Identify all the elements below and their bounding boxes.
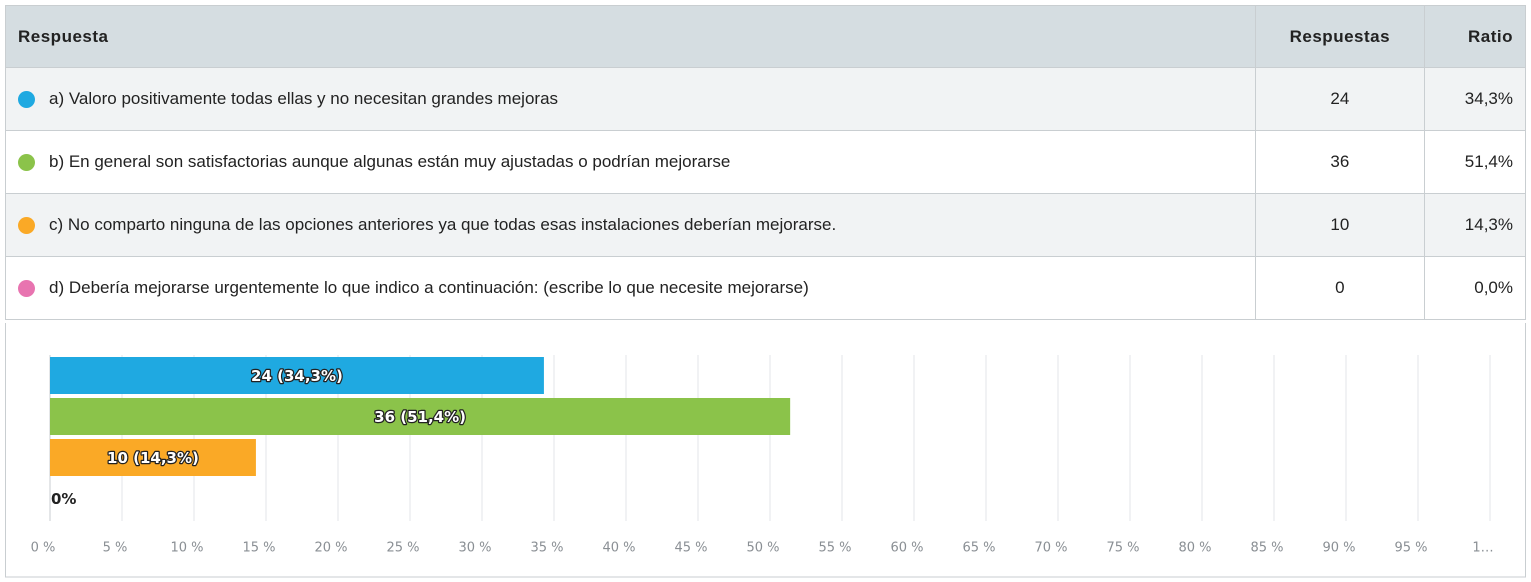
color-dot [18, 216, 35, 234]
color-dot [18, 279, 35, 297]
answer-label: d) Debería mejorarse urgentemente lo que… [49, 278, 809, 297]
bar [50, 439, 256, 476]
x-tick-label: 95 % [1394, 541, 1427, 556]
x-tick-label: 1… [1472, 541, 1493, 556]
header-row: Respuesta Respuestas Ratio [5, 5, 1526, 68]
x-tick-label: 90 % [1322, 541, 1355, 556]
x-tick-label: 70 % [1034, 541, 1067, 556]
table-row: a) Valoro positivamente todas ellas y no… [5, 68, 1526, 131]
bar-label: 24 (34,3%) [251, 367, 343, 385]
ratio-cell: 14,3% [1424, 194, 1525, 256]
x-tick-label: 5 % [103, 541, 128, 556]
x-tick-label: 65 % [962, 541, 995, 556]
bar-label: 0% [51, 490, 76, 508]
x-tick-label: 80 % [1178, 541, 1211, 556]
x-tick-label: 40 % [602, 541, 635, 556]
answer-cell: b) En general son satisfactorias aunque … [6, 131, 1255, 193]
x-tick-label: 0 % [31, 541, 56, 556]
x-tick-label: 30 % [458, 541, 491, 556]
x-tick-label: 20 % [314, 541, 347, 556]
ratio-cell: 51,4% [1424, 131, 1525, 193]
x-tick-label: 75 % [1106, 541, 1139, 556]
bar [50, 398, 791, 435]
x-tick-label: 35 % [530, 541, 563, 556]
answer-cell: d) Debería mejorarse urgentemente lo que… [6, 257, 1255, 319]
header-cell: Respuestas [1254, 6, 1425, 67]
x-tick-label: 60 % [890, 541, 923, 556]
answer-cell: c) No comparto ninguna de las opciones a… [6, 194, 1255, 256]
x-tick-label: 15 % [242, 541, 275, 556]
header-cell: Ratio [1424, 6, 1525, 67]
results-table: Respuesta Respuestas Ratio a) Valoro pos… [5, 5, 1526, 320]
answer-label: a) Valoro positivamente todas ellas y no… [49, 89, 559, 108]
color-dot [18, 90, 35, 108]
answer-label: c) No comparto ninguna de las opciones a… [49, 215, 837, 234]
count-cell: 24 [1254, 68, 1425, 130]
count-cell: 10 [1254, 194, 1425, 256]
x-tick-label: 25 % [386, 541, 419, 556]
table-row: b) En general son satisfactorias aunque … [5, 131, 1526, 194]
ratio-cell: 0,0% [1424, 257, 1525, 319]
bar-label: 36 (51,4%) [374, 408, 466, 426]
answer-cell: a) Valoro positivamente todas ellas y no… [6, 68, 1255, 130]
x-tick-label: 10 % [170, 541, 203, 556]
color-dot [18, 153, 35, 171]
chart: 0 % 5 % 10 % 15 % 20 % 25 % 30 % 35 % 40 % 45 % 50… [5, 323, 1526, 578]
bar [50, 357, 544, 394]
x-tick-label: 85 % [1250, 541, 1283, 556]
count-cell: 36 [1254, 131, 1425, 193]
table-row: c) No comparto ninguna de las opciones a… [5, 194, 1526, 257]
table-row: d) Debería mejorarse urgentemente lo que… [5, 257, 1526, 320]
x-tick-label: 50 % [746, 541, 779, 556]
bar-label: 10 (14,3%) [107, 449, 199, 467]
answer-label: b) En general son satisfactorias aunque … [49, 152, 731, 171]
x-tick-label: 55 % [818, 541, 851, 556]
x-tick-label: 45 % [674, 541, 707, 556]
chart-frame [5, 323, 1526, 578]
header-cell: Respuesta [18, 26, 109, 46]
count-cell: 0 [1254, 257, 1425, 319]
ratio-cell: 34,3% [1424, 68, 1525, 130]
